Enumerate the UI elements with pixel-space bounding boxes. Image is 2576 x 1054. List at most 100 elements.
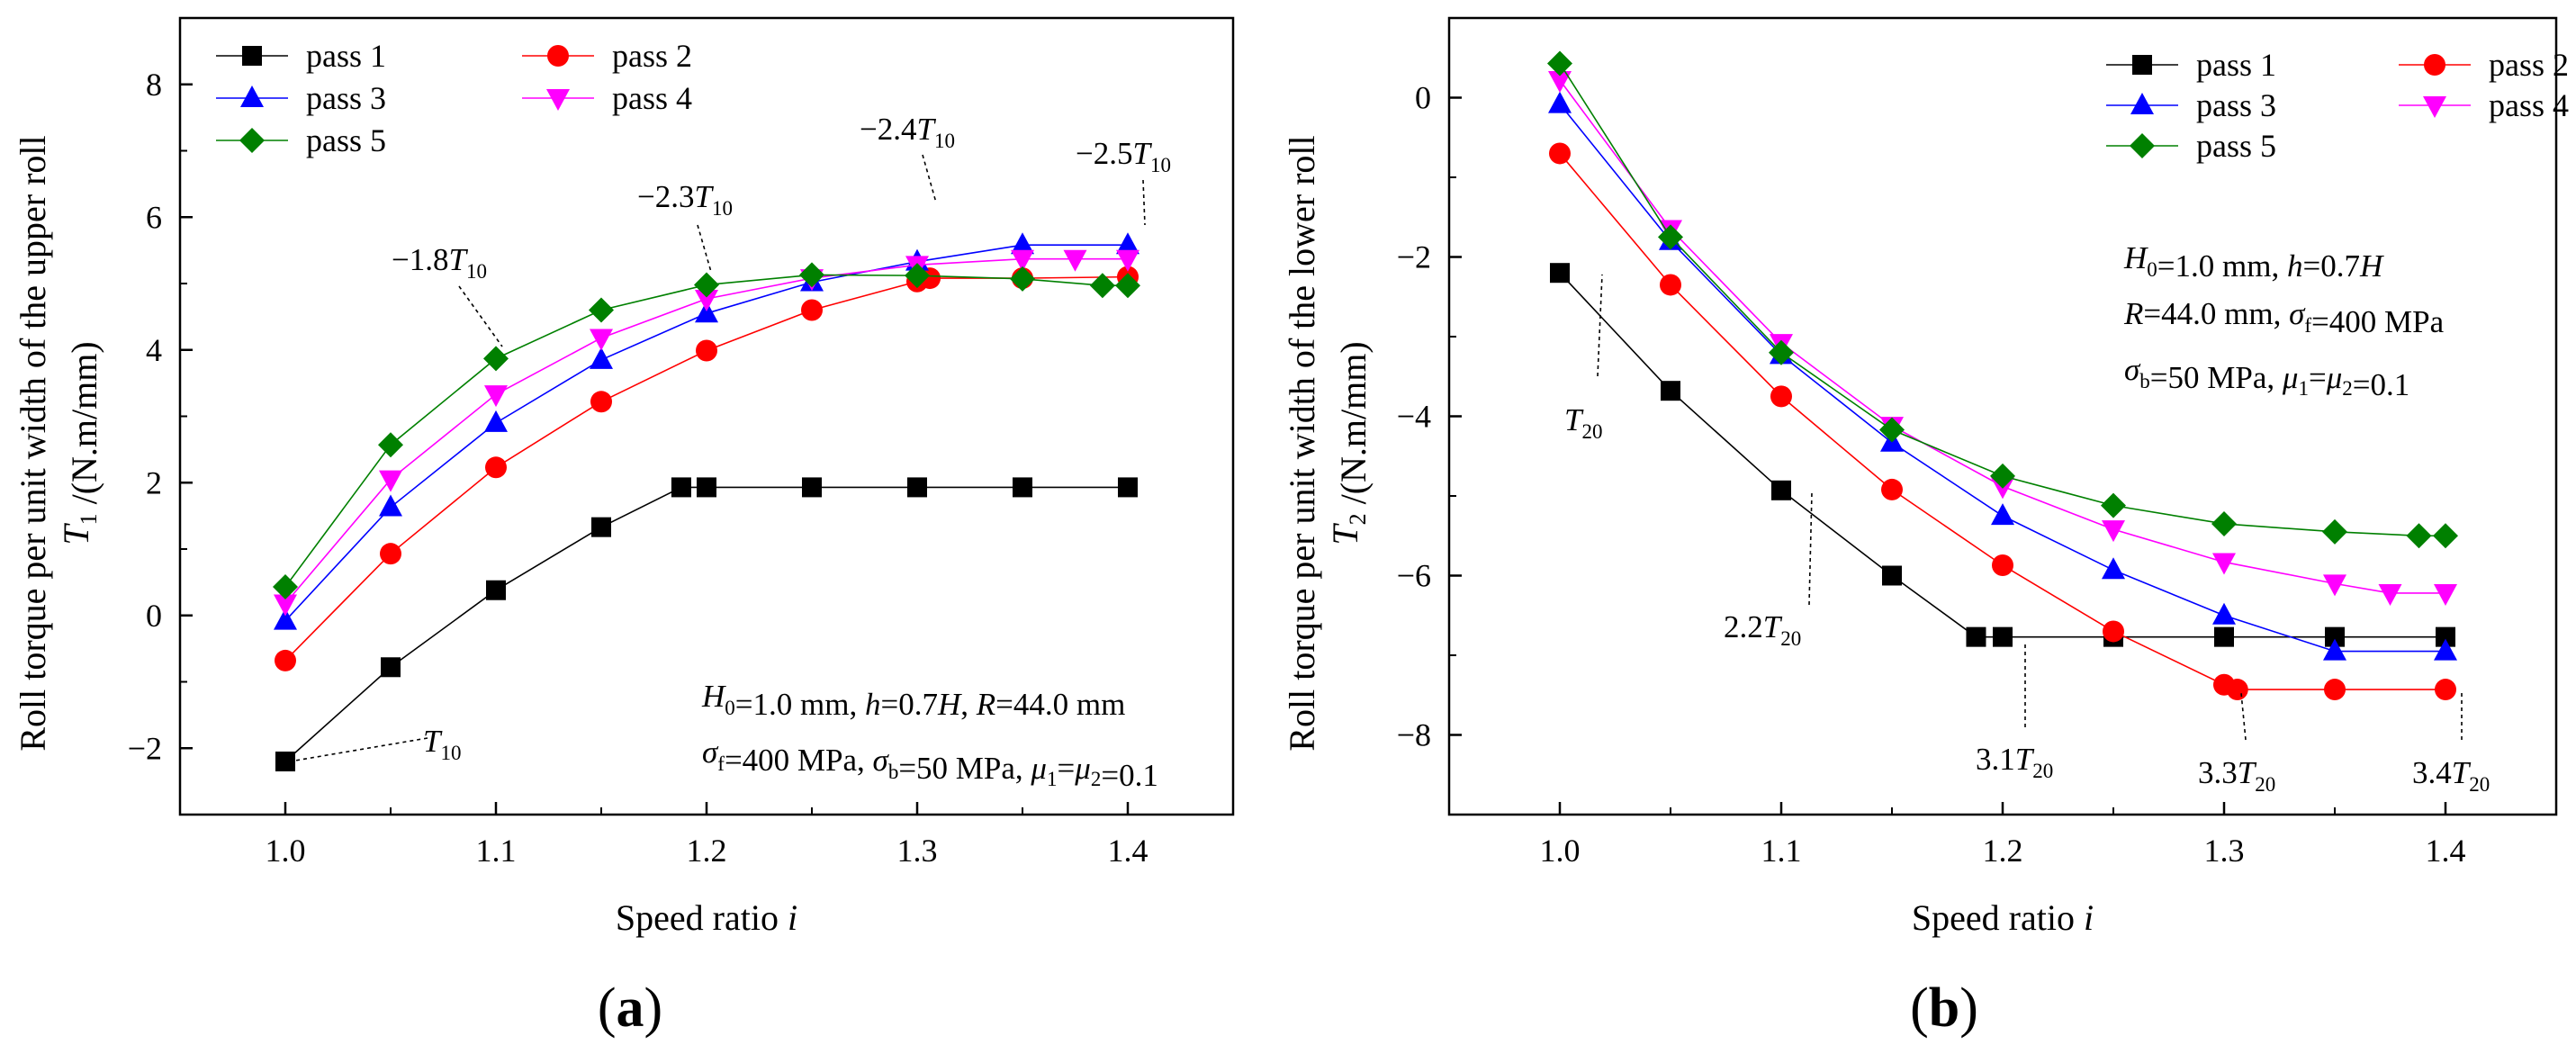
param-sym: σ bbox=[702, 734, 719, 770]
data-point bbox=[1771, 480, 1791, 500]
x-tick-label: 1.1 bbox=[476, 833, 517, 869]
data-point bbox=[590, 347, 613, 369]
annotation-leader bbox=[1142, 179, 1146, 226]
data-point bbox=[1770, 385, 1792, 408]
x-axis-label-var: i bbox=[788, 897, 797, 938]
legend-marker bbox=[240, 86, 264, 107]
annotation-coef: 3.3 bbox=[2198, 755, 2238, 790]
series-line bbox=[284, 486, 1128, 762]
param-txt: =400 MPa, bbox=[725, 743, 873, 778]
data-point bbox=[695, 289, 718, 311]
annotation-coef: −2.5 bbox=[1076, 136, 1133, 171]
annotation-label: 2.2T20 bbox=[1724, 609, 1801, 650]
series-line bbox=[1559, 152, 2445, 690]
data-point bbox=[1882, 565, 1902, 586]
data-point bbox=[1993, 626, 2013, 647]
annotation-sub: 10 bbox=[466, 260, 487, 283]
legend-marker bbox=[2132, 55, 2152, 75]
data-point bbox=[590, 391, 612, 413]
data-point bbox=[1063, 249, 1087, 272]
annotation-label: T20 bbox=[1564, 402, 1602, 443]
data-point bbox=[2378, 583, 2402, 606]
param-sub: b bbox=[2139, 370, 2150, 392]
annotation-label: 3.4T20 bbox=[2412, 755, 2490, 796]
annotation-sym: T bbox=[449, 242, 469, 277]
annotation-sym: T bbox=[1133, 136, 1153, 171]
param-eq: = bbox=[2309, 360, 2327, 395]
data-point bbox=[694, 272, 719, 298]
data-point bbox=[907, 477, 927, 498]
panel-label: (a) bbox=[598, 977, 662, 1039]
annotation-coef: −2.3 bbox=[637, 179, 695, 214]
data-point bbox=[484, 410, 508, 432]
legend-entry: pass 2 bbox=[2399, 47, 2569, 83]
param-sym: σ bbox=[2124, 352, 2141, 387]
data-point bbox=[1990, 463, 2015, 489]
param-sub: 0 bbox=[725, 697, 735, 719]
data-point bbox=[697, 477, 716, 498]
x-axis-label-var: i bbox=[2084, 897, 2094, 938]
data-point bbox=[274, 608, 297, 630]
legend-label: pass 1 bbox=[2196, 47, 2276, 83]
annotation-coef: 3.1 bbox=[1976, 742, 2015, 777]
data-point bbox=[1089, 273, 1115, 299]
data-point bbox=[275, 649, 296, 671]
annotation-sub: 20 bbox=[2255, 773, 2275, 796]
annotation-sub: 10 bbox=[934, 130, 955, 152]
annotation-leader bbox=[1808, 491, 1813, 606]
y-axis-unit: /(N.m/mm) bbox=[64, 341, 104, 513]
legend-label: pass 2 bbox=[2489, 47, 2569, 83]
x-axis-label-text: Speed ratio bbox=[616, 897, 788, 938]
x-tick-label: 1.0 bbox=[1540, 833, 1581, 869]
param-var: R bbox=[976, 687, 995, 722]
x-tick-label: 1.1 bbox=[1761, 833, 1802, 869]
data-point bbox=[2323, 574, 2346, 597]
legend-entry: pass 2 bbox=[522, 38, 692, 74]
data-point bbox=[589, 297, 614, 323]
x-tick-label: 1.3 bbox=[2204, 833, 2245, 869]
data-point bbox=[1548, 91, 1572, 113]
series-pass-4 bbox=[274, 249, 1139, 617]
data-point bbox=[802, 477, 822, 498]
y-axis-label: Roll torque per unit width of the upper … bbox=[13, 135, 53, 751]
data-point bbox=[1010, 266, 1035, 292]
data-point bbox=[1966, 626, 1986, 647]
data-point bbox=[2102, 520, 2125, 543]
data-point bbox=[590, 329, 613, 351]
legend-label: pass 5 bbox=[2196, 128, 2276, 164]
annotation-coef: −1.8 bbox=[392, 242, 449, 277]
parameter-text: R=44.0 mm, σf=400 MPa bbox=[2123, 296, 2445, 339]
legend-marker bbox=[546, 89, 570, 111]
param-txt: =0.7 bbox=[2302, 248, 2360, 284]
data-point bbox=[2212, 553, 2236, 575]
data-point bbox=[2433, 523, 2458, 549]
annotation-coef: 2.2 bbox=[1724, 609, 1763, 644]
y-axis-symbol-sym: T bbox=[56, 523, 96, 545]
x-tick-label: 1.4 bbox=[1108, 833, 1148, 869]
data-point bbox=[591, 517, 611, 537]
panel-label-letter: b bbox=[1929, 977, 1959, 1039]
param-txt: =1.0 mm, bbox=[2157, 248, 2287, 284]
series-pass-5 bbox=[1547, 50, 2458, 549]
param-var: h bbox=[865, 687, 881, 722]
data-point bbox=[2434, 583, 2457, 606]
parameter-text: H0=1.0 mm, h=0.7H, R=44.0 mm bbox=[701, 679, 1125, 722]
data-point bbox=[1661, 381, 1680, 401]
param-mu1: μ bbox=[2282, 360, 2299, 395]
y-axis-unit-label: T2 /(N.m/mm) bbox=[1325, 341, 1374, 545]
annotation-sym: T bbox=[2452, 755, 2472, 790]
annotation-sub: 20 bbox=[2469, 773, 2490, 796]
param-sym: H bbox=[701, 679, 726, 714]
x-axis-label-text: Speed ratio bbox=[1912, 897, 2084, 938]
data-point bbox=[1881, 478, 1903, 500]
data-point bbox=[2435, 679, 2456, 701]
data-point bbox=[2406, 523, 2432, 549]
data-point bbox=[1769, 339, 1794, 365]
data-point bbox=[1549, 142, 1571, 165]
data-point bbox=[2436, 626, 2455, 647]
param-sub1: 1 bbox=[2298, 377, 2309, 400]
parameter-text: σf=400 MPa, σb=50 MPa, μ1=μ2=0.1 bbox=[702, 734, 1158, 793]
x-axis-label: Speed ratio i bbox=[616, 897, 797, 938]
param-txt: =44.0 mm, bbox=[2143, 296, 2289, 331]
annotation-sub: 10 bbox=[440, 742, 461, 764]
